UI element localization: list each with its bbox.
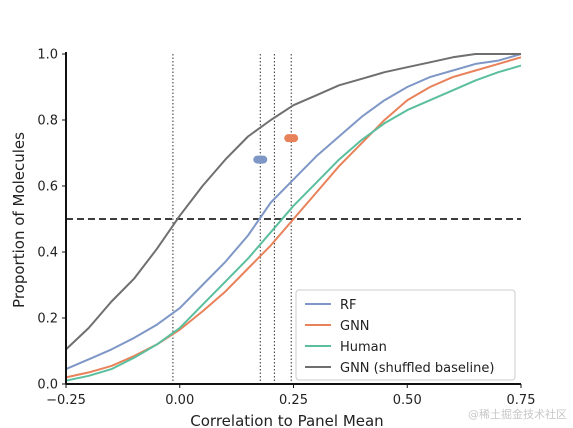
- legend-label-gnn: GNN: [340, 319, 370, 334]
- y-tick-label: 0.6: [37, 180, 58, 195]
- x-axis-title: Correlation to Panel Mean: [190, 412, 383, 428]
- median-markers: [253, 134, 299, 164]
- legend-label-gnn-shuffled: GNN (shuffled baseline): [340, 361, 494, 376]
- y-tick-label: 0.0: [37, 378, 58, 393]
- y-tick-label: 0.8: [37, 114, 58, 129]
- series-line-human: [65, 64, 522, 382]
- legend-label-rf: RF: [340, 298, 357, 313]
- tick-labels: −0.25 0.00 0.25 0.50 0.75 0.0 0.2 0.4 0.6 0.8 1.0: [37, 48, 535, 409]
- watermark: @稀土掘金技术社区: [468, 408, 567, 421]
- median-marker-gnn: [284, 134, 299, 143]
- series-line-rf: [65, 53, 522, 371]
- series-line-gnn-shuffled-baseline: [65, 53, 521, 351]
- x-tick-label: −0.25: [46, 393, 86, 408]
- y-axis-title: Proportion of Molecules: [10, 132, 28, 308]
- legend-box: [295, 289, 516, 381]
- x-tick-label: 0.00: [165, 393, 194, 408]
- y-tick-label: 0.2: [37, 312, 58, 327]
- x-tick-label: 0.75: [507, 393, 536, 408]
- legend-label-human: Human: [340, 340, 387, 355]
- y-tick-label: 1.0: [37, 48, 58, 63]
- series-lines: [65, 53, 522, 382]
- median-marker-rf: [253, 155, 268, 164]
- x-tick-label: 0.25: [279, 393, 308, 408]
- x-tick-label: 0.50: [393, 393, 422, 408]
- y-tick-label: 0.4: [37, 246, 58, 261]
- legend: RF GNN Human GNN (shuffled baseline): [295, 289, 516, 381]
